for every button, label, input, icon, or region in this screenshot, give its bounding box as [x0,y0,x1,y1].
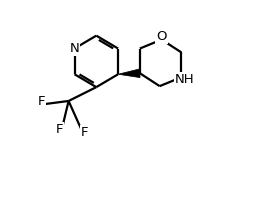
Text: F: F [38,95,45,109]
Text: NH: NH [174,73,194,86]
Text: F: F [81,126,88,139]
Text: F: F [56,123,64,136]
Text: O: O [156,30,167,43]
Polygon shape [118,69,140,78]
Text: N: N [70,42,80,55]
